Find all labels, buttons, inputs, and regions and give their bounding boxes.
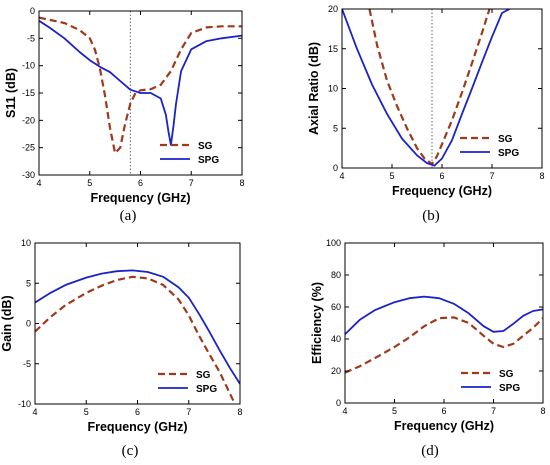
y-tick-label: 10 — [21, 238, 31, 248]
legend-label-spg: SPG — [498, 148, 519, 159]
x-axis-label: Frequency (GHz) — [392, 184, 492, 198]
y-axis-label: Efficiency (%) — [310, 282, 324, 364]
y-tick-label: 60 — [331, 302, 341, 312]
legend: SG SPG — [158, 370, 217, 395]
y-tick-label: 20 — [328, 4, 338, 14]
y-tick-label: -20 — [22, 115, 35, 125]
y-tick-label: -5 — [27, 33, 35, 43]
y-axis-label: Gain (dB) — [0, 295, 14, 351]
y-tick-label: 100 — [326, 238, 341, 248]
chart-panel-b: 4 5 6 7 8 0 5 10 15 20 Frequency (GHz) Axial Ratio … — [307, 4, 545, 224]
x-tick-label: 7 — [489, 171, 494, 181]
panel-caption: (b) — [422, 208, 440, 224]
x-tick-label: 4 — [339, 171, 344, 181]
series-line-sg — [368, 9, 491, 166]
legend-label-sg: SG — [499, 369, 514, 380]
y-tick-label: 10 — [328, 84, 338, 94]
legend-label-spg: SPG — [198, 155, 219, 166]
chart-panel-c: 4 5 6 7 8 10 5 0 -5 -10 Frequency (GHz) Gain (dB) SG… — [0, 238, 243, 459]
x-axis-label: Frequency (GHz) — [90, 191, 190, 205]
y-tick-label: -15 — [22, 88, 35, 98]
x-axis-label: Frequency (GHz) — [394, 419, 494, 433]
y-tick-label: 80 — [331, 270, 341, 280]
panel-caption: (c) — [122, 443, 139, 459]
series-line-spg — [39, 20, 242, 146]
legend-label-spg: SPG — [499, 383, 520, 394]
panel-caption: (d) — [421, 443, 439, 459]
x-axis-label: Frequency (GHz) — [87, 420, 187, 434]
series-line-sg — [35, 275, 236, 404]
y-tick-label: 5 — [333, 123, 338, 133]
y-axis-label: S11 (dB) — [4, 68, 18, 118]
y-tick-label: 5 — [26, 278, 31, 288]
series-line-spg — [342, 9, 510, 167]
y-tick-label: 40 — [331, 334, 341, 344]
x-tick-label: 6 — [439, 171, 444, 181]
x-tick-label: 8 — [237, 407, 242, 417]
x-tick-label: 4 — [36, 178, 41, 188]
x-tick-label: 7 — [186, 407, 191, 417]
legend-label-spg: SPG — [196, 384, 217, 395]
chart-panel-a: 4 5 6 7 8 0 -5 -10 -15 -20 -25 -30 Frequency (GHz) S1… — [4, 6, 245, 224]
y-axis-label: Axial Ratio (dB) — [307, 42, 321, 135]
y-tick-label: 0 — [336, 398, 341, 408]
x-tick-label: 8 — [239, 178, 244, 188]
x-tick-label: 4 — [342, 406, 347, 416]
y-tick-label: -30 — [22, 170, 35, 180]
x-tick-label: 5 — [389, 171, 394, 181]
y-tick-label: -10 — [22, 61, 35, 71]
legend: SG SPG — [460, 134, 519, 159]
y-tick-label: 20 — [331, 366, 341, 376]
legend: SG SPG — [461, 369, 520, 394]
y-tick-label: 0 — [26, 319, 31, 329]
legend-label-sg: SG — [198, 141, 213, 152]
y-tick-label: -25 — [22, 143, 35, 153]
y-tick-label: 15 — [328, 44, 338, 54]
series-line-spg — [345, 295, 543, 335]
y-tick-label: 0 — [333, 163, 338, 173]
y-tick-label: -10 — [18, 399, 31, 409]
y-tick-label: -5 — [23, 359, 31, 369]
x-tick-label: 5 — [84, 407, 89, 417]
x-tick-label: 4 — [32, 407, 37, 417]
legend: SG SPG — [160, 141, 219, 166]
x-tick-label: 8 — [539, 171, 544, 181]
series-line-spg — [35, 269, 240, 385]
series-line-sg — [39, 16, 242, 155]
panel-caption: (a) — [120, 208, 137, 224]
y-tick-label: 0 — [30, 6, 35, 16]
x-tick-label: 7 — [491, 406, 496, 416]
x-tick-label: 7 — [189, 178, 194, 188]
x-tick-label: 6 — [135, 407, 140, 417]
x-tick-label: 8 — [540, 406, 545, 416]
x-tick-label: 6 — [441, 406, 446, 416]
x-tick-label: 5 — [392, 406, 397, 416]
x-tick-label: 6 — [138, 178, 143, 188]
series-line-sg — [345, 316, 543, 374]
legend-label-sg: SG — [498, 134, 513, 145]
x-tick-label: 5 — [87, 178, 92, 188]
legend-label-sg: SG — [196, 370, 211, 381]
